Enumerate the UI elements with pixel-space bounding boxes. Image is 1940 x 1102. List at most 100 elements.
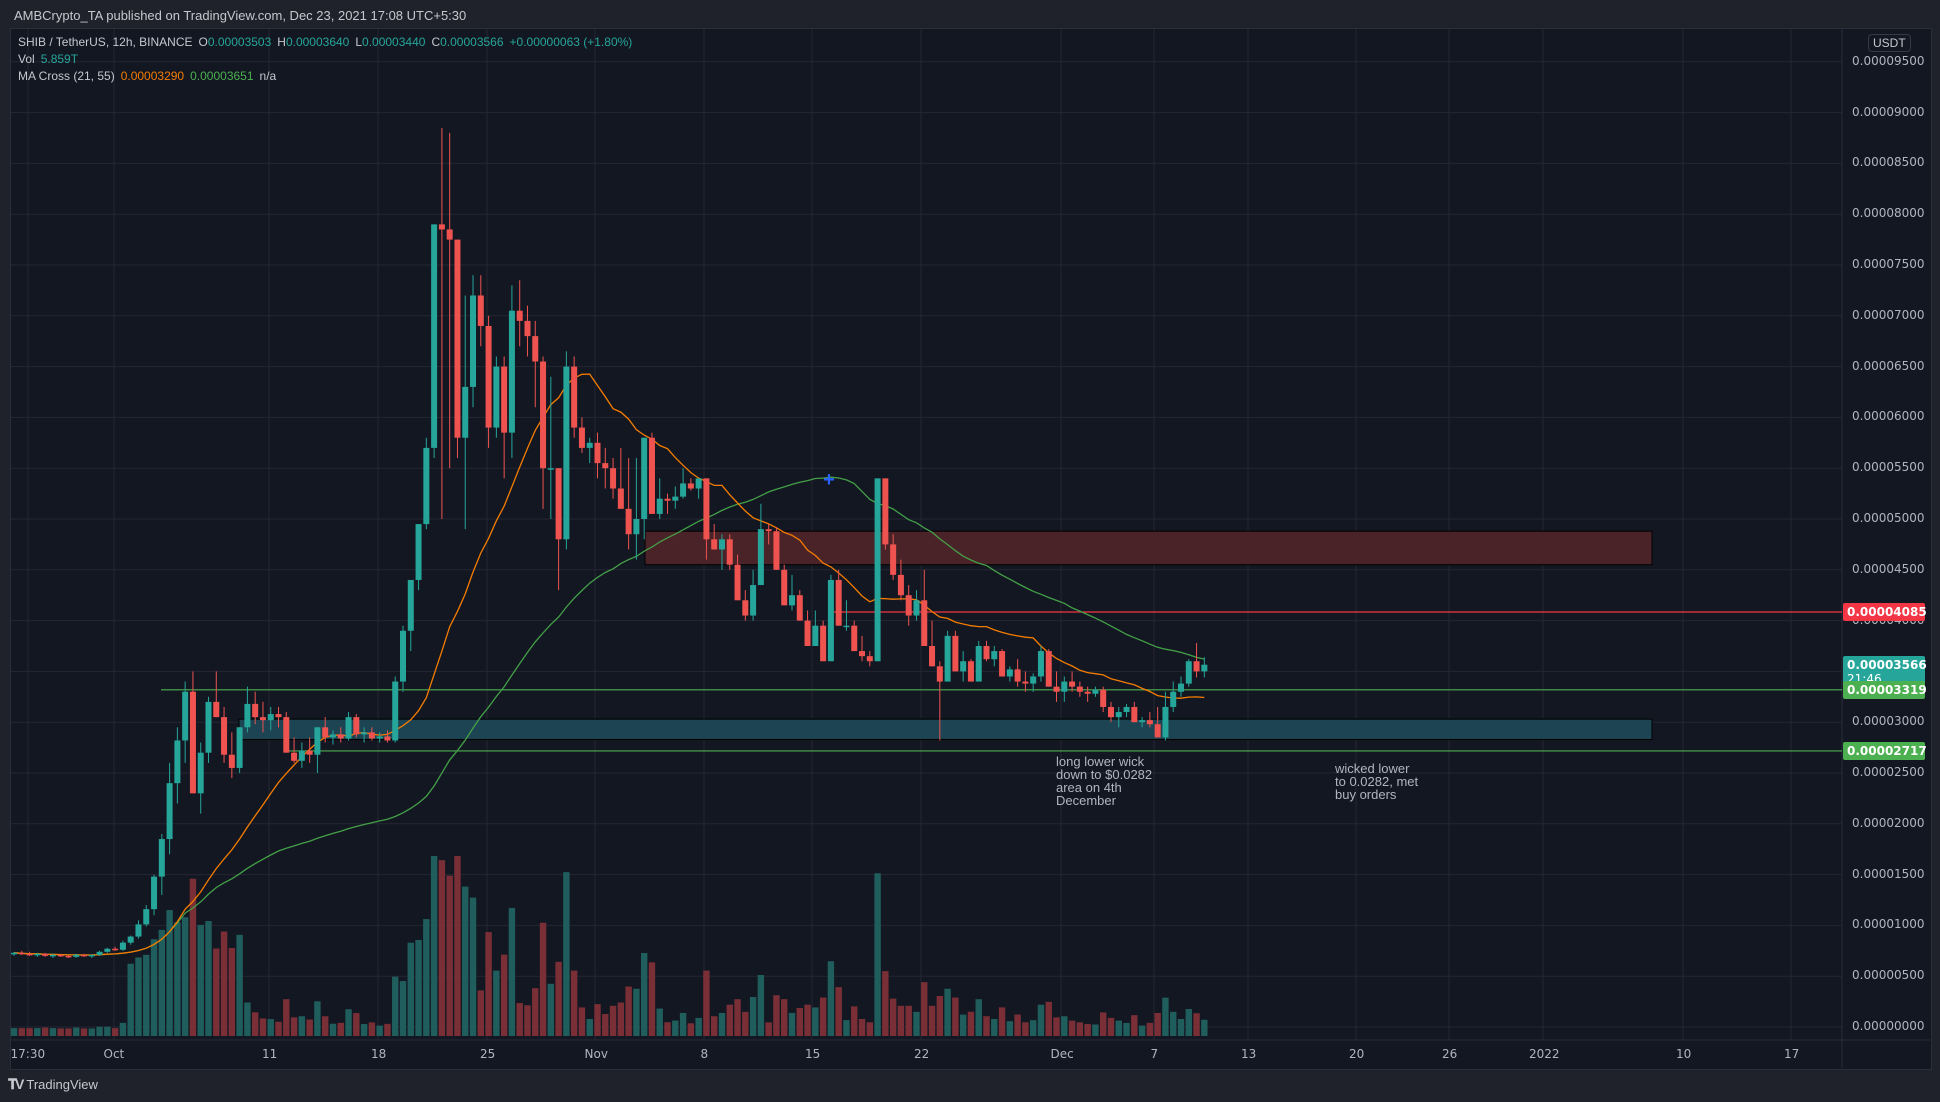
annotation-long-lower-wick[interactable]: long lower wick down to $0.0282 area on … [1056, 755, 1152, 807]
volume-bar [1123, 1022, 1130, 1036]
volume-bar [1068, 1020, 1076, 1036]
volume-bar [290, 1017, 298, 1036]
volume-bar [726, 1004, 733, 1036]
price-tick-label: 0.00009000 [1852, 104, 1925, 119]
candle-body [73, 954, 80, 957]
close-value: C0.00003566 [431, 35, 504, 49]
candle-body [773, 531, 780, 570]
volume-bar [1185, 1008, 1192, 1036]
volume-bar [866, 1022, 873, 1036]
candle-body [757, 529, 764, 586]
volume-bar [1006, 1021, 1014, 1036]
candle-body [578, 427, 585, 448]
candle-body [734, 564, 741, 601]
candle-body [213, 701, 220, 718]
candle-body [820, 625, 827, 662]
volume-bar [220, 931, 228, 1036]
candle-body [26, 953, 33, 956]
volume-bar [944, 988, 951, 1036]
volume-bar [454, 856, 461, 1036]
candle-body [166, 783, 173, 840]
note-line: wicked lower [1335, 761, 1410, 776]
note-line: area on 4th [1056, 780, 1122, 795]
volume-bar [111, 1028, 119, 1036]
candle-body [189, 691, 196, 794]
volume-bar [882, 971, 889, 1036]
candle-body [859, 651, 866, 657]
candle-body [322, 727, 329, 738]
candle-body [944, 635, 951, 682]
candle-body [718, 539, 725, 550]
volume-bar [181, 917, 189, 1036]
candle-body [384, 736, 391, 741]
candle-body [1069, 681, 1076, 687]
candle-body [1076, 686, 1083, 692]
volume-bar [407, 942, 414, 1036]
candle-body [438, 224, 445, 230]
candle-body [1201, 664, 1208, 672]
volume-bar [65, 1028, 72, 1036]
tradingview-footer[interactable]: 𝐓V TradingView [8, 1076, 98, 1093]
candle-body [119, 942, 126, 950]
volume-bar [376, 1025, 383, 1036]
candle-body [711, 539, 718, 550]
time-tick-label: 25 [480, 1047, 496, 1061]
candle-body [368, 732, 375, 739]
candle-body [633, 519, 640, 535]
volume-label[interactable]: Vol [18, 52, 35, 66]
candle-body [1100, 689, 1107, 707]
volume-bar [462, 886, 469, 1036]
volume-bar [874, 873, 881, 1036]
volume-bar [547, 983, 555, 1036]
volume-bar [337, 1022, 344, 1036]
high-value: H0.00003640 [277, 35, 350, 49]
candle-body [259, 717, 266, 721]
volume-bar [711, 1016, 718, 1036]
candle-body [1084, 691, 1091, 694]
volume-bar [205, 921, 212, 1036]
candle-body [1030, 676, 1037, 684]
ma-cross-marker-icon: + [823, 469, 835, 491]
volume-bar [812, 1007, 819, 1036]
candle-body [1123, 706, 1130, 713]
candle-body [960, 661, 967, 672]
volume-bar [555, 961, 562, 1036]
candle-body [485, 325, 492, 428]
volume-bar [18, 1028, 25, 1036]
volume-bar [73, 1027, 80, 1036]
price-tick-label: 0.00008000 [1852, 206, 1925, 221]
volume-bar [267, 1019, 274, 1036]
volume-bar [656, 1008, 663, 1036]
volume-bar [438, 860, 446, 1036]
open-value: O0.00003503 [198, 35, 272, 49]
volume-bar [1115, 1020, 1122, 1036]
candle-body [874, 478, 881, 662]
ma-cross-label[interactable]: MA Cross (21, 55) [18, 69, 115, 83]
volume-bar [516, 1003, 523, 1036]
time-tick-label: 10 [1676, 1047, 1692, 1061]
candle-body [742, 600, 749, 616]
symbol-label[interactable]: SHIB / TetherUS, 12h, BINANCE [18, 35, 193, 49]
candle-body [337, 734, 344, 739]
price-tick-label: 0.00002000 [1852, 815, 1925, 830]
currency-button[interactable]: USDT [1868, 34, 1911, 52]
volume-bar [640, 953, 648, 1036]
volume-bar [360, 1023, 368, 1036]
candle-body [236, 727, 243, 768]
annotation-wicked-lower[interactable]: wicked lower to 0.0282, met buy orders [1335, 762, 1418, 801]
volume-bar [314, 1001, 321, 1036]
candle-body [415, 524, 422, 580]
candle-body [680, 483, 687, 497]
volume-bar [773, 995, 780, 1036]
volume-bar [921, 982, 928, 1036]
time-tick-label: 20 [1349, 1047, 1365, 1061]
volume-bar [625, 986, 632, 1036]
volume-bar [617, 1002, 625, 1036]
volume-bar [392, 976, 399, 1036]
volume-bar [524, 1005, 531, 1036]
volume-bar [493, 970, 500, 1036]
time-tick-label: 26 [1442, 1047, 1458, 1061]
price-tag: 0.00004085 [1843, 602, 1927, 621]
candle-body [843, 625, 850, 628]
